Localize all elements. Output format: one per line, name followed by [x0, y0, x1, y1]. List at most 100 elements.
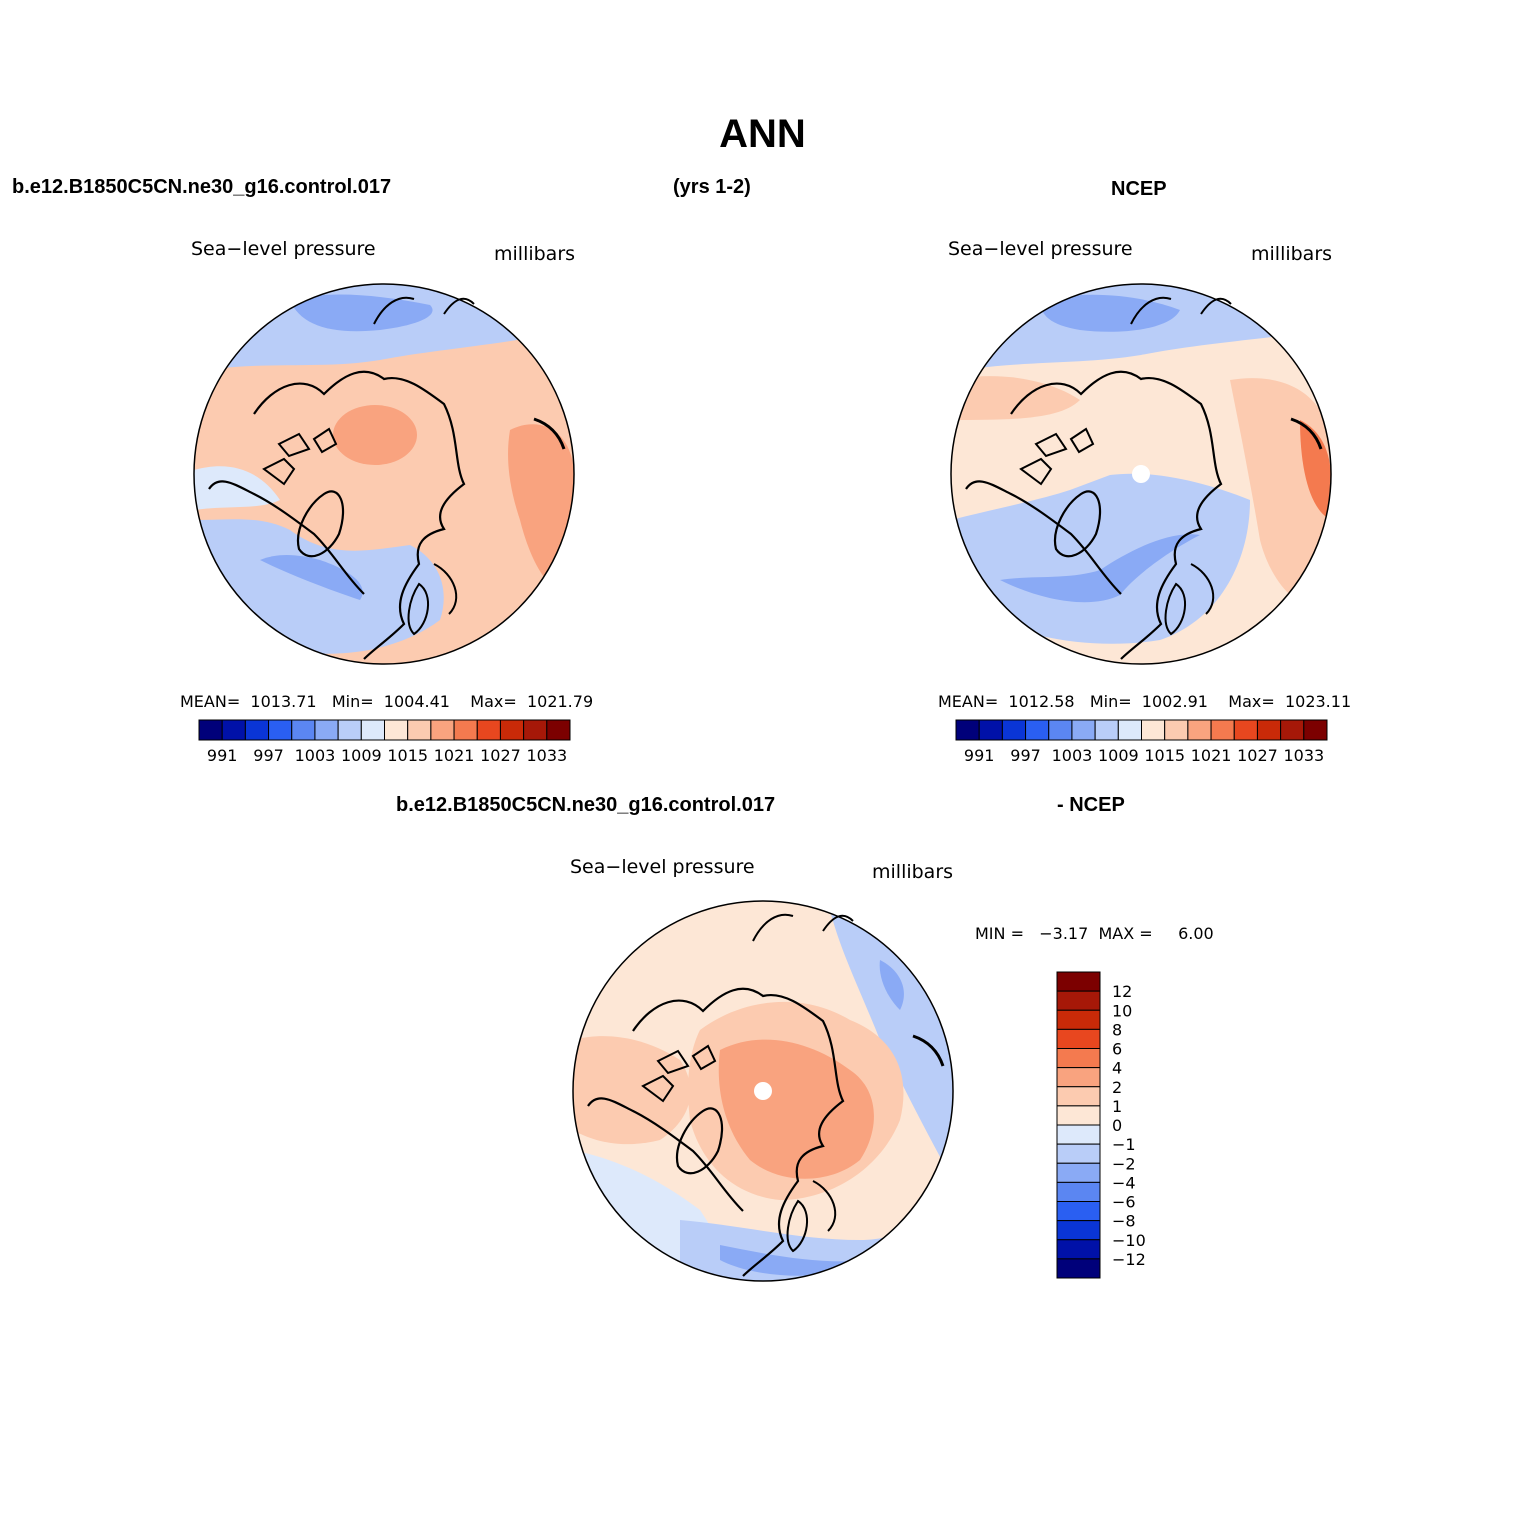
colorbar-swatch — [1071, 719, 1096, 741]
colorbar-swatch — [1210, 719, 1235, 741]
colorbar-swatch — [1094, 719, 1119, 741]
colorbar-tick-label: 4 — [1112, 1059, 1122, 1078]
colorbar-swatch — [1303, 719, 1328, 741]
colorbar-tick-label: 1 — [1112, 1097, 1122, 1116]
colorbar-swatch — [1001, 719, 1027, 741]
colorbar-swatch — [314, 719, 339, 741]
colorbar-tick-label: −8 — [1112, 1212, 1136, 1231]
colorbar-swatch — [1056, 1258, 1101, 1279]
colorbar-tick-label: 1027 — [480, 746, 521, 765]
diff-units-label: millibars — [872, 861, 954, 883]
diff-variable-label: Sea−level pressure — [570, 856, 755, 878]
colorbar-tick-label: 1015 — [387, 746, 428, 765]
colorbar-tick-label: 1027 — [1237, 746, 1278, 765]
colorbar-tick-label: 997 — [1010, 746, 1041, 765]
colorbar-tick-label: 8 — [1112, 1020, 1122, 1039]
colorbar-swatch — [1280, 719, 1305, 741]
colorbar-tick-label: 1021 — [434, 746, 475, 765]
colorbar-swatch — [244, 719, 270, 741]
ncep-stats: MEAN= 1012.58 Min= 1002.91 Max= 1023.11 — [938, 692, 1352, 711]
colorbar-tick-label: 0 — [1112, 1116, 1122, 1135]
ncep-map — [950, 283, 1332, 665]
colorbar-swatch — [1141, 719, 1166, 741]
colorbar-tick-label: 6 — [1112, 1040, 1122, 1059]
model-variable-label: Sea−level pressure — [191, 238, 376, 260]
colorbar-tick-label: 1009 — [1098, 746, 1139, 765]
colorbar-swatch — [268, 719, 293, 741]
colorbar-swatch — [476, 719, 501, 741]
ncep-units-label: millibars — [1251, 243, 1333, 265]
colorbar-swatch — [1056, 1143, 1101, 1164]
colorbar-swatch — [499, 719, 525, 741]
colorbar-swatch — [1056, 1220, 1101, 1241]
colorbar-tick-label: −12 — [1112, 1250, 1146, 1269]
colorbar-tick-label: 1021 — [1191, 746, 1232, 765]
ncep-variable-label: Sea−level pressure — [948, 238, 1133, 260]
colorbar-swatch — [407, 719, 432, 741]
model-map — [193, 283, 575, 665]
colorbar-swatch — [1056, 1239, 1101, 1260]
colorbar-swatch — [1056, 1162, 1101, 1183]
colorbar-swatch — [1256, 719, 1282, 741]
colorbar-tick-label: −10 — [1112, 1231, 1146, 1250]
top-left-case-name: b.e12.B1850C5CN.ne30_g16.control.017 — [12, 176, 392, 198]
colorbar-tick-label: 1003 — [1052, 746, 1093, 765]
colorbar-swatch — [1025, 719, 1050, 741]
colorbar-swatch — [360, 719, 385, 741]
bottom-ncep-label: - NCEP — [1057, 794, 1125, 816]
colorbar-swatch — [337, 719, 362, 741]
ncep-colorbar: 991 997 1003 1009 1015 1021 1027 1033 — [955, 719, 1328, 765]
colorbar-tick-label: −4 — [1112, 1173, 1136, 1192]
colorbar-tick-label: −6 — [1112, 1193, 1136, 1212]
colorbar-tick-label: 1009 — [341, 746, 382, 765]
colorbar-swatch — [1187, 719, 1212, 741]
colorbar-swatch — [1056, 1086, 1101, 1107]
model-colorbar: 991 997 1003 1009 1015 1021 1027 1033 — [198, 719, 571, 765]
colorbar-swatch — [546, 719, 571, 741]
bottom-case-name: b.e12.B1850C5CN.ne30_g16.control.017 — [396, 794, 776, 816]
colorbar-tick-label: 1003 — [295, 746, 336, 765]
colorbar-swatch — [291, 719, 316, 741]
colorbar-swatch — [384, 719, 409, 741]
colorbar-swatch — [1056, 1124, 1101, 1145]
colorbar-swatch — [1233, 719, 1258, 741]
colorbar-tick-label: 2 — [1112, 1078, 1122, 1097]
colorbar-tick-label: 1015 — [1144, 746, 1185, 765]
colorbar-swatch — [1056, 990, 1101, 1011]
colorbar-swatch — [1056, 1048, 1101, 1069]
colorbar-tick-label: 991 — [964, 746, 995, 765]
colorbar-swatch — [955, 719, 980, 741]
colorbar-swatch — [430, 719, 455, 741]
colorbar-tick-label: 10 — [1112, 1001, 1132, 1020]
colorbar-swatch — [1056, 971, 1101, 992]
colorbar-tick-label: −1 — [1112, 1135, 1136, 1154]
top-right-ncep-label: NCEP — [1111, 178, 1167, 200]
diff-stats: MIN = −3.17 MAX = 6.00 — [975, 924, 1214, 943]
model-stats: MEAN= 1013.71 Min= 1004.41 Max= 1021.79 — [180, 692, 594, 711]
model-units-label: millibars — [494, 243, 576, 265]
main-title: ANN — [719, 112, 806, 156]
colorbar-swatch — [978, 719, 1003, 741]
colorbar-swatch — [221, 719, 246, 741]
colorbar-swatch — [1164, 719, 1189, 741]
colorbar-tick-label: 12 — [1112, 982, 1132, 1001]
colorbar-swatch — [1056, 1181, 1101, 1202]
colorbar-swatch — [1056, 1067, 1101, 1088]
colorbar-swatch — [198, 719, 223, 741]
colorbar-swatch — [1048, 719, 1073, 741]
colorbar-swatch — [453, 719, 478, 741]
colorbar-swatch — [1056, 1028, 1101, 1049]
colorbar-swatch — [1056, 1201, 1101, 1222]
colorbar-swatch — [523, 719, 548, 741]
colorbar-tick-label: 1033 — [1283, 746, 1324, 765]
colorbar-swatch — [1056, 1105, 1101, 1126]
diff-map — [572, 900, 954, 1282]
colorbar-swatch — [1056, 1009, 1101, 1030]
colorbar-tick-label: −2 — [1112, 1154, 1136, 1173]
years-label: (yrs 1-2) — [673, 176, 751, 198]
colorbar-tick-label: 1033 — [526, 746, 567, 765]
colorbar-swatch — [1117, 719, 1142, 741]
colorbar-tick-label: 997 — [253, 746, 284, 765]
